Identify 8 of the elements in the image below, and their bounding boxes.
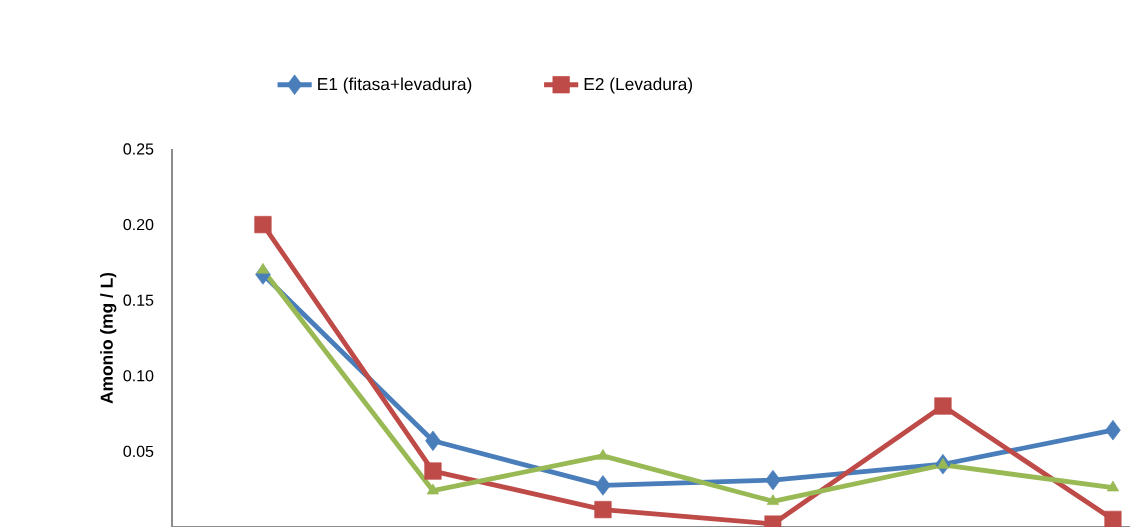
y-tick-label: 0.25 <box>123 143 154 155</box>
y-tick-label: 0.05 <box>123 445 154 458</box>
y-axis-title: Amonio (mg / L) <box>100 272 117 404</box>
legend-label: E1 (fitasa+levadura) <box>318 77 472 94</box>
y-tick-label: 0.15 <box>123 294 154 306</box>
legend-label: E2 (Levadura) <box>584 77 693 94</box>
y-tick-label: 0.20 <box>123 218 154 231</box>
y-tick-label: 0.10 <box>123 370 154 382</box>
